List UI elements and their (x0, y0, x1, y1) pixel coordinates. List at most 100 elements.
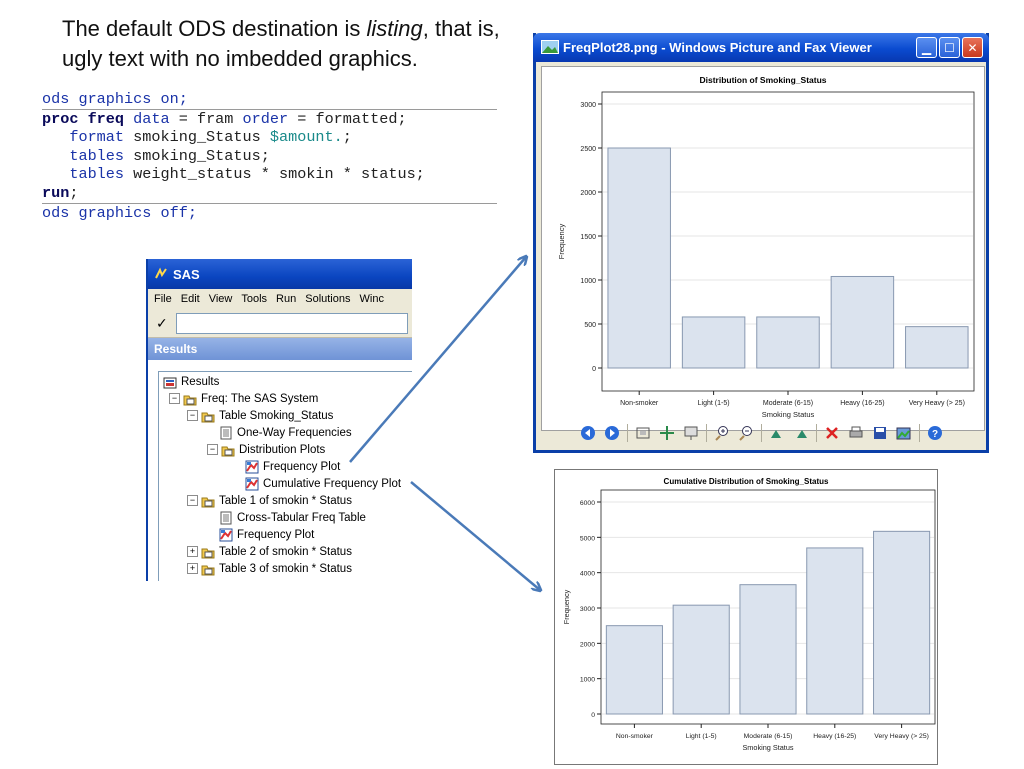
maximize-button[interactable]: ☐ (939, 37, 960, 58)
tree-label: Table 3 of smokin * Status (219, 562, 352, 575)
collapse-icon[interactable]: − (207, 444, 218, 455)
tree-node[interactable]: − Table 1 of smokin * Status (187, 492, 352, 509)
collapse-icon[interactable]: − (169, 393, 180, 404)
code-line-2: proc freq data = fram order = formatted; (42, 108, 497, 129)
bar (672, 604, 730, 715)
tree-label: Table 2 of smokin * Status (219, 545, 352, 558)
tree-node[interactable]: Cumulative Frequency Plot (245, 475, 401, 492)
tree-label: Table Smoking_Status (219, 409, 334, 422)
y-tick-label: 5000 (580, 535, 595, 542)
code-token: proc freq (42, 109, 125, 128)
collapse-icon[interactable]: − (187, 410, 198, 421)
viewer-title: FreqPlot28.png - Windows Picture and Fax… (563, 40, 872, 55)
x-tick-label: Moderate (6-15) (744, 733, 793, 740)
checkmark-icon[interactable]: ✓ (156, 314, 168, 331)
y-tick-label: 2000 (580, 190, 596, 197)
tree-node[interactable]: − Table Smoking_Status (187, 407, 333, 424)
menu-tools[interactable]: Tools (241, 293, 268, 305)
sas-window: SAS File Edit View Tools Run Solutions W… (146, 259, 412, 581)
picture-icon (541, 40, 559, 54)
tree-node[interactable]: − Freq: The SAS System (169, 390, 318, 407)
y-tick-label: 2500 (580, 146, 596, 153)
tree-node[interactable]: Frequency Plot (245, 458, 340, 475)
folder-icon (201, 497, 215, 507)
menu-view[interactable]: View (208, 293, 233, 305)
code-token: = formatted; (288, 109, 407, 128)
actual-size-icon[interactable] (658, 424, 676, 442)
y-tick-label: 1000 (580, 278, 596, 285)
save-icon[interactable] (871, 424, 889, 442)
code-line-3: format smoking_Status $amount.; (42, 128, 497, 147)
bar (830, 275, 895, 369)
tree-node[interactable]: Results (163, 373, 219, 390)
tree-label: Results (181, 375, 220, 388)
x-tick-label: Moderate (6-15) (763, 400, 813, 407)
code-line-7: ods graphics off; (42, 202, 497, 223)
bar (905, 326, 969, 369)
help-icon[interactable]: ? (926, 424, 944, 442)
bar (607, 147, 671, 369)
code-token: tables (42, 146, 125, 165)
bar (756, 316, 820, 369)
cumulative-frequency-bar-chart: Cumulative Distribution of Smoking_Statu… (562, 477, 936, 752)
sas-logo-icon (155, 267, 167, 279)
code-token: tables (42, 165, 125, 184)
x-tick-label: Very Heavy (> 25) (909, 400, 965, 407)
tree-label: Table 1 of smokin * Status (219, 494, 352, 507)
folder-icon (183, 395, 197, 405)
tree-label: Cumulative Frequency Plot (263, 477, 402, 490)
graph-icon (219, 528, 233, 541)
table-document-icon (220, 511, 232, 524)
zoom-in-icon[interactable] (713, 424, 731, 442)
zoom-out-icon[interactable] (737, 424, 755, 442)
frequency-bar-chart: Distribution of Smoking_Status 0 500 1000 15… (557, 75, 975, 419)
folder-icon (201, 565, 215, 575)
code-token: weight_status * smokin * status; (124, 165, 425, 184)
menu-run[interactable]: Run (276, 293, 297, 305)
tree-label: Cross-Tabular Freq Table (237, 511, 366, 524)
menu-edit[interactable]: Edit (180, 293, 200, 305)
minimize-button[interactable]: ▁ (916, 37, 937, 58)
expand-icon[interactable]: + (187, 546, 198, 557)
heading-emphasis: listing (366, 16, 423, 41)
tree-node[interactable]: Frequency Plot (219, 526, 314, 543)
bar (681, 316, 746, 369)
folder-icon (201, 548, 215, 558)
bar (739, 584, 797, 715)
slideshow-icon[interactable] (682, 424, 700, 442)
sas-code-block: ods graphics on; proc freq data = fram o… (42, 90, 497, 222)
tree-node[interactable]: + Table 3 of smokin * Status (187, 560, 352, 577)
tree-node[interactable]: One-Way Frequencies (219, 424, 352, 441)
sas-title: SAS (173, 266, 200, 282)
tree-node[interactable]: − Distribution Plots (207, 441, 325, 458)
collapse-icon[interactable]: − (187, 495, 198, 506)
sas-titlebar[interactable]: SAS (148, 259, 412, 289)
close-button[interactable]: ✕ (962, 37, 983, 58)
best-fit-icon[interactable] (634, 424, 652, 442)
previous-image-icon[interactable] (579, 424, 597, 442)
tree-node[interactable]: + Table 2 of smokin * Status (187, 543, 352, 560)
edit-image-icon[interactable] (895, 424, 913, 442)
tree-label: Distribution Plots (239, 443, 326, 456)
next-image-icon[interactable] (603, 424, 621, 442)
viewer-titlebar[interactable]: FreqPlot28.png - Windows Picture and Fax… (533, 33, 989, 62)
tree-label: One-Way Frequencies (237, 426, 352, 439)
code-line-6: run; (42, 184, 497, 203)
svg-text:?: ? (931, 429, 937, 440)
delete-icon[interactable] (823, 424, 841, 442)
menu-solutions[interactable]: Solutions (305, 293, 351, 305)
menu-file[interactable]: File (154, 293, 172, 305)
tree-node[interactable]: Cross-Tabular Freq Table (219, 509, 366, 526)
rotate-counterclockwise-icon[interactable] (792, 424, 810, 442)
y-axis-label: Frequency (557, 224, 566, 260)
x-tick-label: Non-smoker (620, 400, 659, 407)
toolbar-separator (626, 424, 628, 442)
menu-window[interactable]: Winc (359, 293, 384, 305)
command-box[interactable] (176, 312, 408, 334)
expand-icon[interactable]: + (187, 563, 198, 574)
code-token: ; (342, 128, 352, 147)
code-token: smoking_Status; (124, 146, 270, 165)
rotate-clockwise-icon[interactable] (768, 424, 786, 442)
print-icon[interactable] (847, 424, 865, 442)
y-tick-label: 1500 (580, 234, 596, 241)
